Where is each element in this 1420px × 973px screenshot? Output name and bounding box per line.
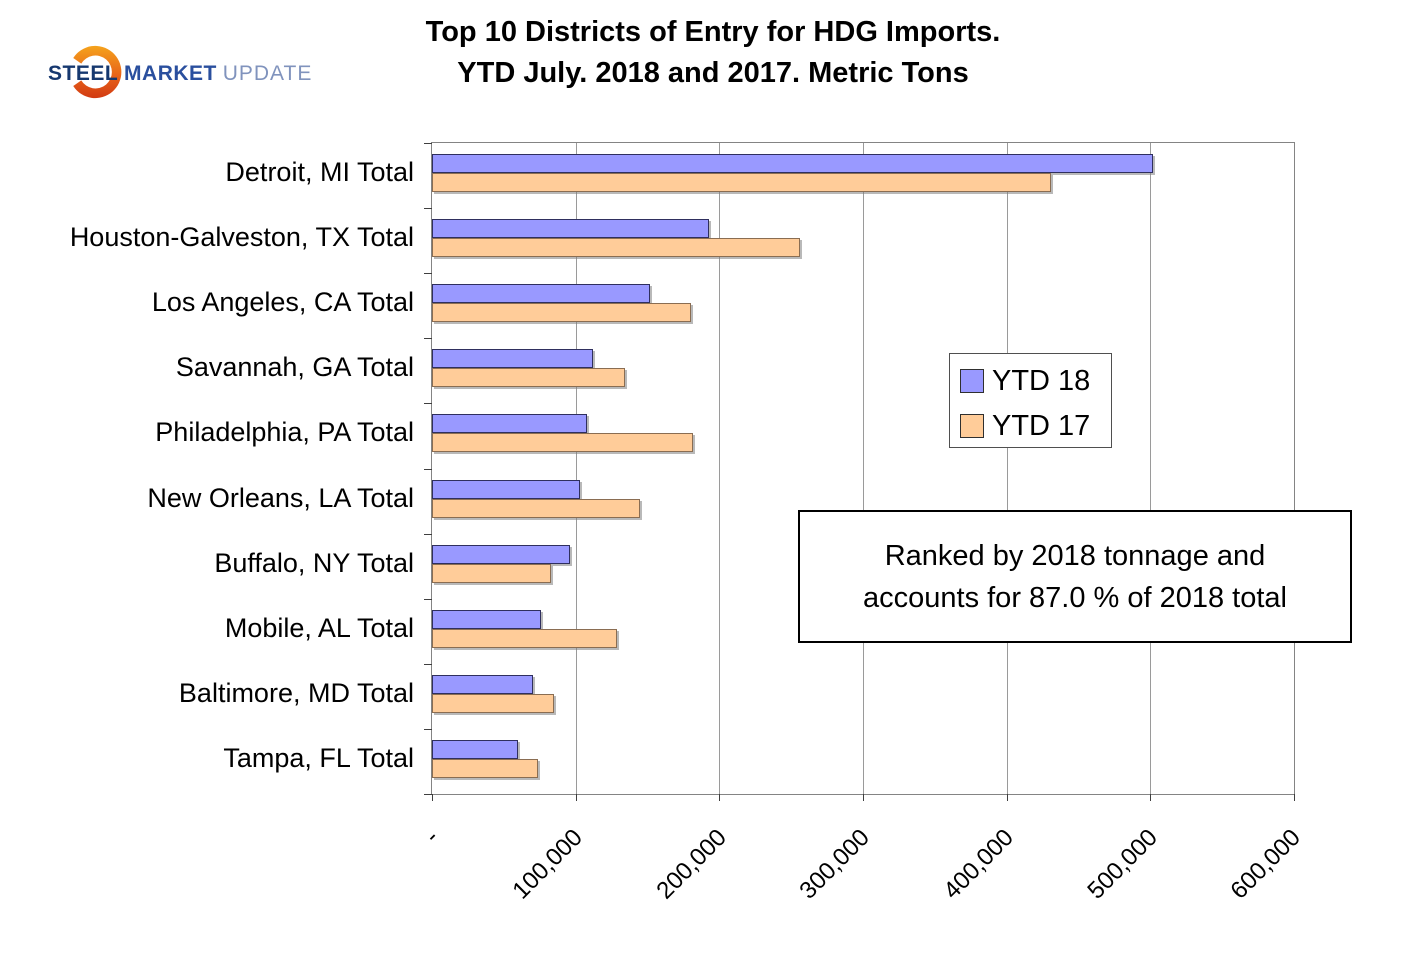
x-tick-label-4: 400,000 (938, 824, 1019, 905)
x-axis-tick (1294, 794, 1295, 801)
annotation-line2: accounts for 87.0 % of 2018 total (863, 582, 1287, 614)
logo-word-market: MARKET (124, 62, 217, 85)
bar-ytd-17-houston-galveston-tx-total (432, 238, 800, 258)
chart-title: Top 10 Districts of Entry for HDG Import… (350, 12, 1076, 94)
y-axis-tick (424, 403, 432, 405)
logo-crescent-icon (73, 45, 122, 99)
chart-title-line1: Top 10 Districts of Entry for HDG Import… (425, 16, 1001, 48)
gridline-5 (1150, 143, 1152, 794)
bar-ytd-17-savannah-ga-total (432, 368, 625, 388)
gridline-2 (719, 143, 721, 794)
legend-entry-ytd17: YTD 17 (960, 411, 1090, 441)
x-tick-label-5: 500,000 (1081, 824, 1163, 905)
bar-ytd-17-detroit-mi-total (432, 173, 1052, 192)
x-axis-tick (863, 794, 864, 801)
y-axis-tick (424, 598, 432, 600)
x-axis-tick (1150, 794, 1152, 801)
bar-ytd-18-buffalo-ny-total (432, 544, 570, 564)
x-tick-label-0: - (419, 824, 445, 849)
y-axis-tick (424, 338, 432, 340)
bar-ytd-17-mobile-al-total (432, 628, 618, 648)
logo-word-update: UPDATE (222, 62, 313, 85)
category-label-tampa-fl-total: Tampa, FL Total (223, 742, 414, 773)
category-label-buffalo-ny-total: Buffalo, NY Total (214, 547, 414, 578)
x-axis-tick (575, 794, 577, 801)
gridline-4 (1006, 143, 1008, 794)
x-axis-tick (432, 794, 433, 801)
legend-label-ytd18: YTD 18 (992, 365, 1091, 397)
x-tick-label-3: 300,000 (794, 824, 876, 905)
bar-ytd-18-mobile-al-total (432, 609, 542, 629)
bar-ytd-17-new-orleans-la-total (432, 498, 641, 518)
bar-ytd-18-philadelphia-pa-total (432, 414, 588, 434)
bar-ytd-18-savannah-ga-total (432, 349, 593, 369)
legend-entry-ytd18: YTD 18 (960, 366, 1090, 396)
category-label-los-angeles-ca-total: Los Angeles, CA Total (151, 287, 414, 318)
bar-ytd-18-new-orleans-la-total (432, 479, 580, 499)
x-tick-label-2: 200,000 (650, 824, 732, 905)
y-axis-tick (424, 208, 432, 210)
legend-swatch-ytd17 (960, 414, 984, 438)
bar-ytd-18-houston-galveston-tx-total (432, 219, 710, 239)
category-label-mobile-al-total: Mobile, AL Total (224, 612, 414, 643)
logo-text: STEEL MARKET UPDATE (48, 62, 312, 86)
bar-ytd-17-philadelphia-pa-total (432, 433, 694, 453)
y-axis-tick (424, 468, 432, 470)
annotation-line1: Ranked by 2018 tonnage and (884, 540, 1266, 572)
annotation-box: Ranked by 2018 tonnage and accounts for … (798, 510, 1352, 643)
x-tick-label-6: 600,000 (1225, 824, 1307, 905)
bar-ytd-18-baltimore-md-total (432, 674, 533, 694)
bar-ytd-18-los-angeles-ca-total (432, 284, 651, 304)
y-axis-tick (424, 663, 432, 665)
bar-ytd-17-tampa-fl-total (432, 758, 539, 778)
logo-word-steel: STEEL (48, 62, 119, 85)
chart-title-line2: YTD July. 2018 and 2017. Metric Tons (457, 57, 969, 89)
x-axis-tick (719, 794, 721, 801)
category-label-new-orleans-la-total: New Orleans, LA Total (147, 482, 414, 513)
x-axis-tick (1006, 794, 1008, 801)
category-label-philadelphia-pa-total: Philadelphia, PA Total (155, 417, 414, 448)
category-label-baltimore-md-total: Baltimore, MD Total (178, 677, 414, 708)
gridline-1 (575, 143, 577, 794)
legend-swatch-ytd18 (960, 369, 984, 393)
bar-ytd-18-tampa-fl-total (432, 739, 519, 759)
bar-ytd-18-detroit-mi-total (432, 154, 1154, 173)
bar-ytd-17-baltimore-md-total (432, 693, 555, 713)
y-axis-tick (424, 273, 432, 275)
legend: YTD 18 YTD 17 (949, 353, 1112, 448)
legend-label-ytd17: YTD 17 (992, 410, 1091, 442)
y-axis-tick (424, 728, 432, 730)
plot-area (431, 142, 1295, 795)
x-tick-label-1: 100,000 (507, 824, 588, 905)
bar-ytd-17-los-angeles-ca-total (432, 303, 691, 323)
y-axis-tick (424, 143, 432, 144)
y-axis-tick (424, 533, 432, 535)
category-label-detroit-mi-total: Detroit, MI Total (225, 157, 414, 187)
bar-ytd-17-buffalo-ny-total (432, 563, 552, 583)
y-axis-tick (424, 794, 432, 795)
steel-market-update-logo: STEEL MARKET UPDATE (14, 26, 311, 110)
category-label-houston-galveston-tx-total: Houston-Galveston, TX Total (69, 222, 414, 253)
category-label-savannah-ga-total: Savannah, GA Total (175, 352, 414, 383)
gridline-3 (863, 143, 864, 794)
category-axis: Detroit, MI Total Houston-Galveston, TX T… (0, 142, 417, 793)
